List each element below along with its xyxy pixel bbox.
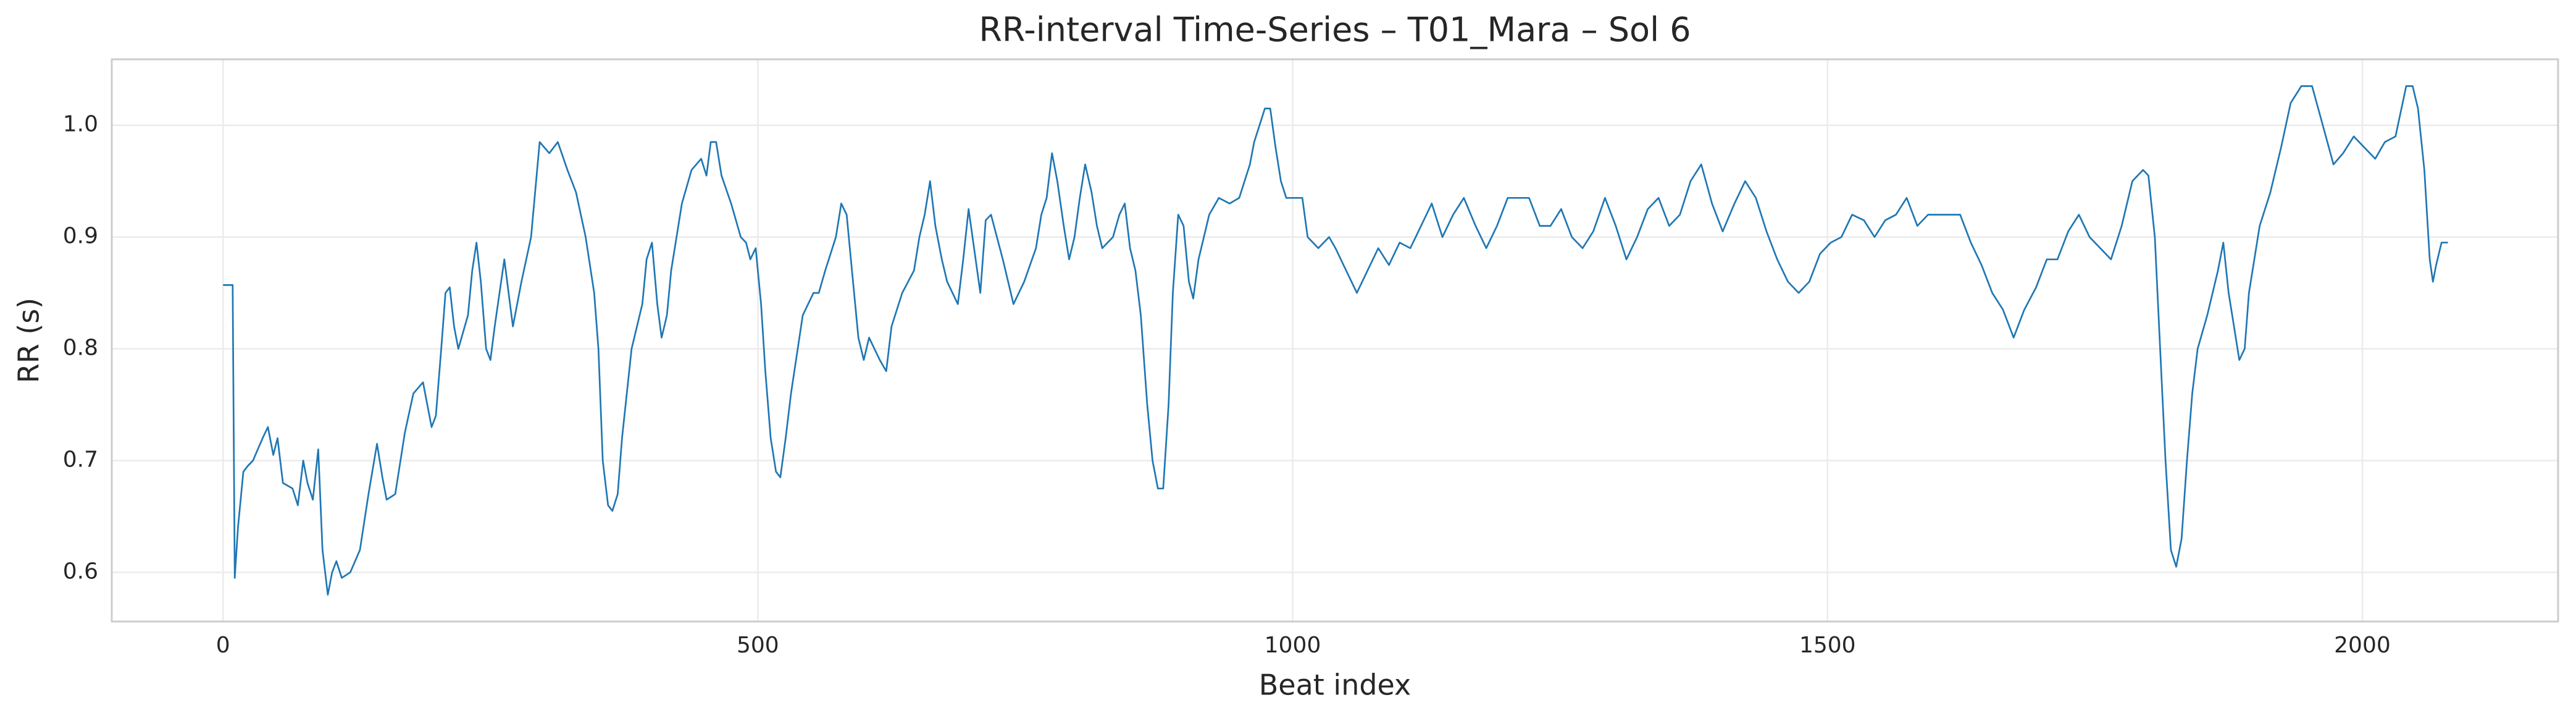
x-tick-label: 1500 bbox=[1799, 633, 1856, 658]
y-tick-label: 0.9 bbox=[63, 224, 98, 249]
y-tick-label: 0.7 bbox=[63, 447, 98, 472]
plot-frame bbox=[111, 58, 2559, 623]
series-line bbox=[223, 85, 2448, 596]
y-tick-label: 1.0 bbox=[63, 112, 98, 137]
y-tick-label: 0.6 bbox=[63, 559, 98, 584]
x-tick-label: 1000 bbox=[1265, 633, 1321, 658]
x-axis-label: Beat index bbox=[1259, 668, 1411, 702]
x-tick-label: 0 bbox=[216, 633, 230, 658]
y-tick-label: 0.8 bbox=[63, 335, 98, 361]
y-axis-label: RR (s) bbox=[12, 298, 46, 383]
x-tick-label: 500 bbox=[737, 633, 779, 658]
chart-title: RR-interval Time-Series – T01_Mara – Sol… bbox=[979, 11, 1691, 49]
x-tick-label: 2000 bbox=[2334, 633, 2391, 658]
